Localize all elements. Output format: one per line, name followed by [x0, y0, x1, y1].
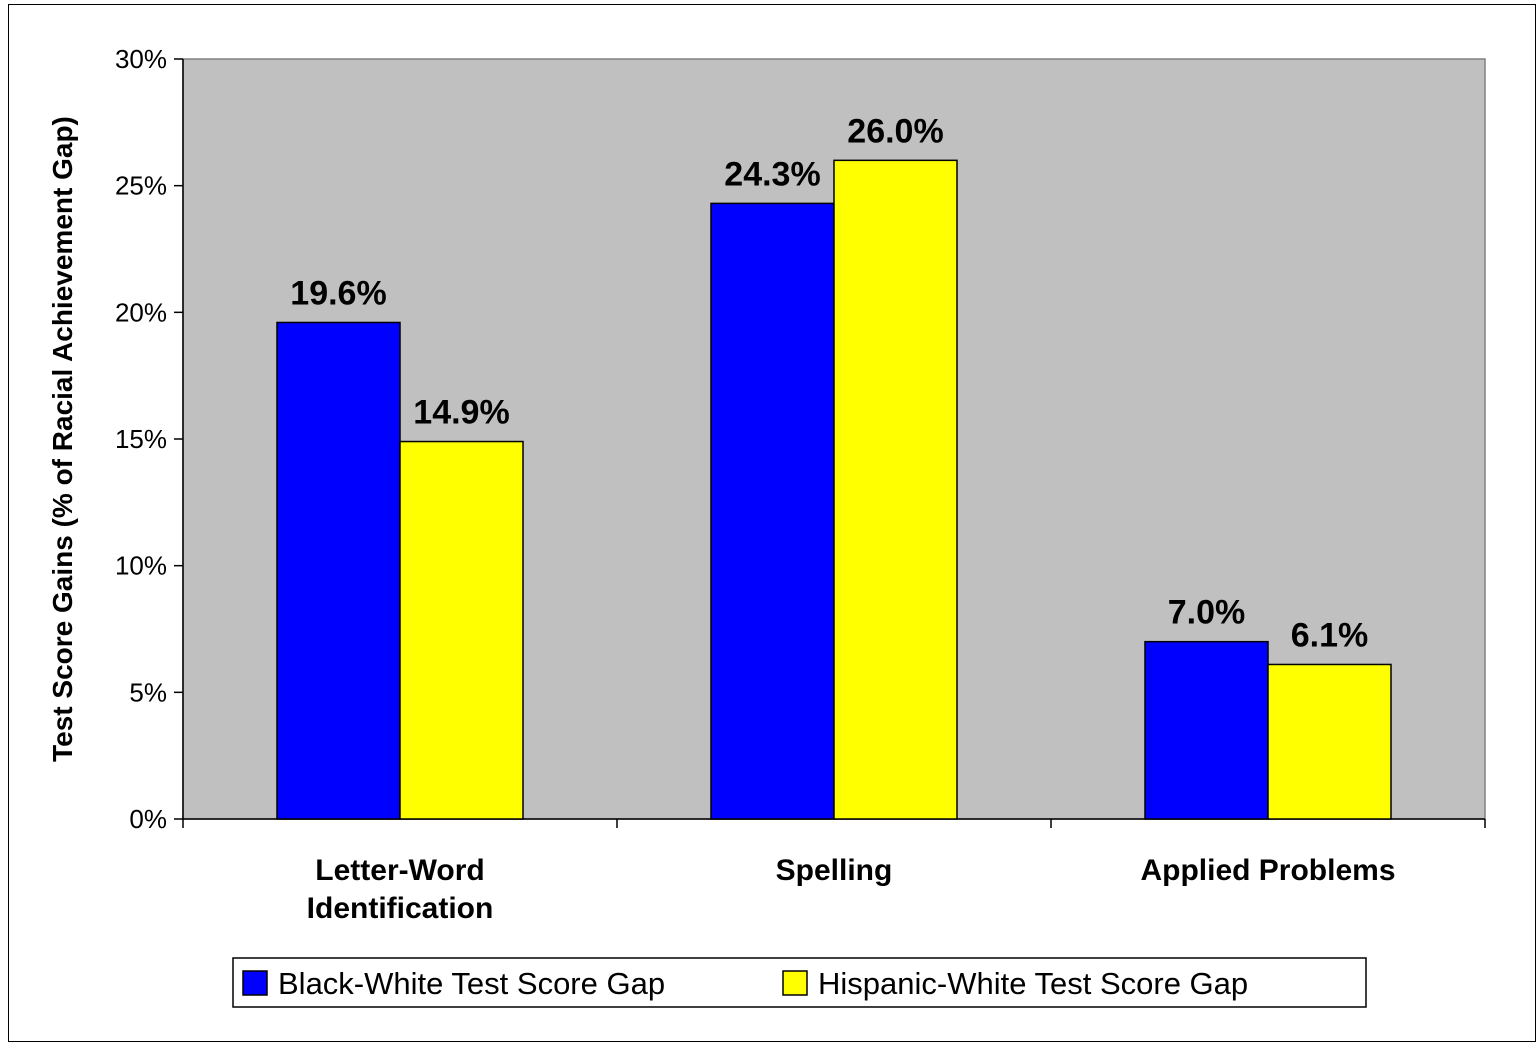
x-category-label: Applied Problems [1140, 854, 1395, 887]
y-axis: 0% 5% 10% 15% 20% 25% 30% [115, 44, 184, 834]
data-label: 24.3% [724, 155, 820, 193]
data-label: 7.0% [1168, 594, 1246, 632]
x-category-label-line: Applied Problems [1140, 854, 1395, 887]
legend-label: Black-White Test Score Gap [278, 966, 665, 1001]
legend-label: Hispanic-White Test Score Gap [818, 966, 1248, 1001]
bar [710, 202, 835, 820]
legend-swatch [782, 970, 808, 996]
x-category-label-line: Spelling [776, 854, 893, 887]
x-category-label-line: Letter-Word [315, 854, 484, 887]
y-tick-label: 20% [115, 297, 167, 327]
data-labels: 19.6% 24.3% 7.0% 14.9% 26.0% 6.1% [290, 112, 1368, 654]
y-tick-label: 30% [115, 44, 167, 74]
bar [1144, 640, 1269, 820]
bar [276, 321, 401, 820]
y-tick-label: 25% [115, 171, 167, 201]
x-category-label: Letter-Word Identification [307, 854, 494, 925]
bar [399, 440, 524, 820]
data-label: 14.9% [413, 394, 509, 432]
x-category-label: Spelling [776, 854, 893, 887]
y-tick-label: 10% [115, 551, 167, 581]
y-tick-label: 15% [115, 424, 167, 454]
bar [1267, 663, 1392, 820]
data-label: 19.6% [290, 274, 386, 312]
y-tick-label: 0% [129, 804, 167, 834]
y-axis-title: Test Score Gains (% of Racial Achievemen… [47, 116, 78, 762]
x-category-label-line: Identification [307, 892, 494, 925]
bars [276, 159, 1392, 820]
data-label: 26.0% [847, 112, 943, 150]
data-label: 6.1% [1291, 616, 1369, 654]
x-axis: Letter-Word Identification Spelling Applied… [182, 818, 1486, 925]
y-tick-label: 5% [129, 677, 167, 707]
bar [833, 159, 958, 820]
legend: Black-White Test Score Gap Hispanic-White… [232, 957, 1367, 1008]
legend-swatch [242, 970, 268, 996]
